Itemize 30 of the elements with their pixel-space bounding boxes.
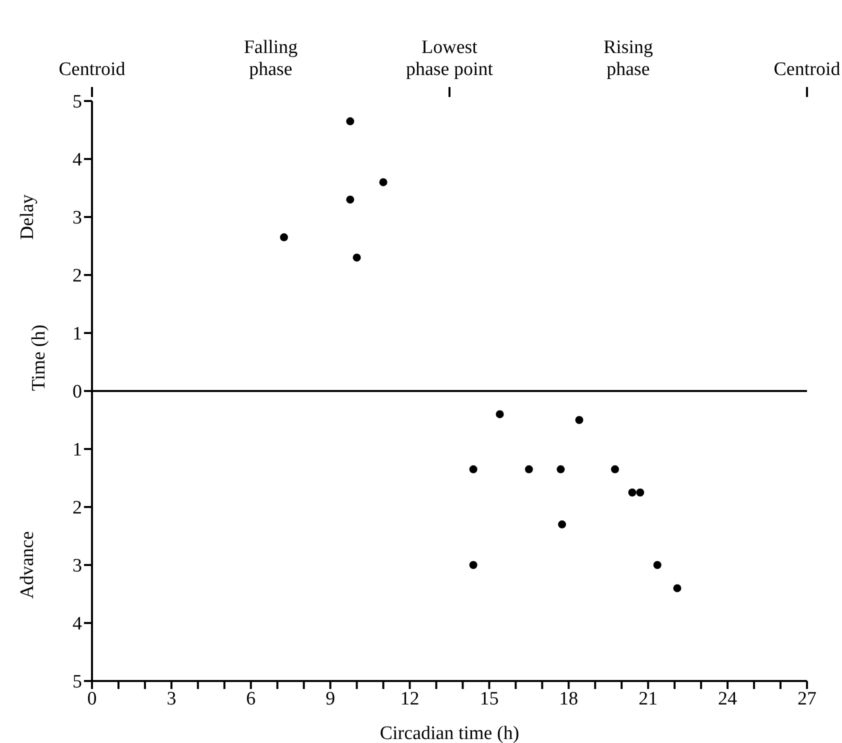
y-tick-label: 1	[72, 440, 82, 461]
x-tick-label: 6	[246, 688, 256, 710]
x-tick-label: 15	[480, 688, 499, 710]
x-tick-label: 24	[718, 688, 738, 710]
text: Centroid	[58, 59, 126, 80]
x-axis-title: Circadian time (h)	[380, 723, 520, 743]
x-tick-label: 0	[87, 688, 97, 710]
x-tick-label: 3	[166, 688, 176, 710]
text: Falling phase	[244, 37, 298, 80]
y-tick-label: 4	[72, 150, 82, 171]
x-tick-label: 27	[798, 688, 816, 710]
y-tick-label: 5	[72, 672, 82, 693]
y-tick-label: 2	[72, 498, 82, 519]
y-tick-label: 5	[72, 92, 82, 113]
y-axis-title: Time (h)	[28, 324, 50, 391]
x-tick-label: 12	[400, 688, 420, 710]
y-tick-label: 1	[72, 324, 82, 345]
text: Centroid	[774, 59, 841, 80]
text: Advance	[17, 531, 39, 599]
y-tick-label: 4	[72, 614, 82, 635]
y-tick-label: 0	[72, 382, 82, 403]
x-tick-label: 21	[638, 688, 658, 710]
text: Rising phase	[603, 37, 654, 80]
y-tick-label: 2	[72, 266, 82, 287]
x-tick-label: 18	[559, 688, 578, 710]
text: Lowest phase point	[406, 37, 494, 80]
x-tick-label: 9	[326, 688, 336, 710]
y-tick-label: 3	[72, 556, 82, 577]
text: Delay	[17, 194, 39, 240]
y-tick-label: 3	[72, 208, 82, 229]
